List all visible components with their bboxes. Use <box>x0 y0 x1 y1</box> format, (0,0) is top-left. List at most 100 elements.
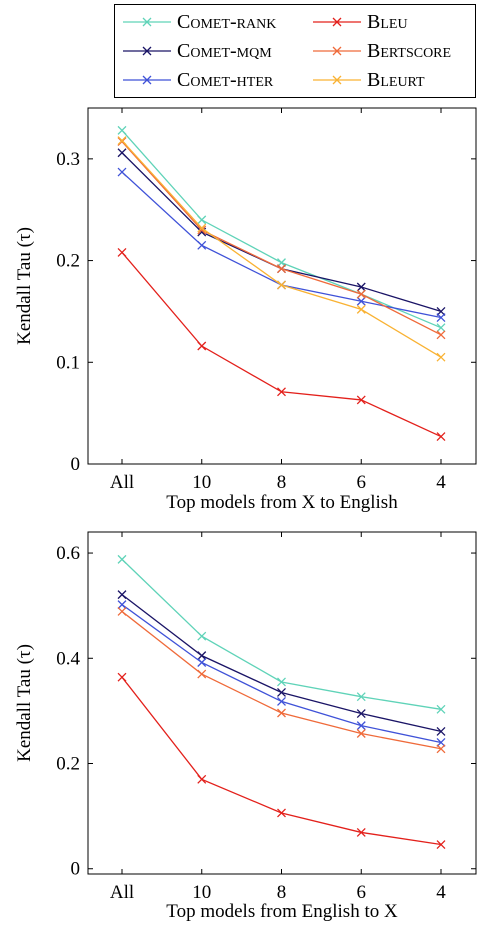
x-tick-label: 8 <box>277 882 287 903</box>
data-point <box>277 264 286 274</box>
legend-label: Comet-mqm <box>177 39 272 62</box>
chart-panel-2: 0 0.2 0.4 0.6 All 10 8 6 4 Top models from Englis… <box>14 531 477 922</box>
x-tick-label: 6 <box>357 882 367 903</box>
data-point <box>197 223 207 233</box>
data-point <box>436 840 446 849</box>
series-line <box>121 252 442 438</box>
data-point <box>356 721 366 731</box>
chart-panel-1: 0 0.1 0.2 0.3 All 10 8 6 4 Top models from X to E… <box>14 107 477 513</box>
series-comet-rank <box>117 125 446 333</box>
data-point <box>277 280 286 290</box>
series-line <box>121 129 442 329</box>
data-point <box>197 631 207 641</box>
data-point <box>436 432 446 441</box>
series-line <box>121 152 442 313</box>
legend-swatch <box>313 75 361 85</box>
data-point <box>356 282 366 292</box>
data-point <box>277 677 286 687</box>
data-point <box>436 738 446 747</box>
legend-label: Comet-hter <box>177 68 274 91</box>
y-axis-label: Kendall Tau (τ) <box>14 644 35 762</box>
data-point <box>277 696 286 706</box>
data-point <box>356 304 366 314</box>
data-point <box>356 709 366 718</box>
data-point <box>436 726 446 736</box>
data-point <box>436 313 446 322</box>
data-point <box>197 658 207 667</box>
series-comet-mqm <box>117 590 446 736</box>
data-point <box>197 215 207 225</box>
legend-swatch <box>313 46 361 56</box>
chart-legend: Comet-rank Comet-mqm Comet-hter Bleu Ber… <box>114 4 476 98</box>
legend-item-comet-mqm: Comet-mqm <box>123 39 272 63</box>
x-tick-label: 8 <box>277 472 287 493</box>
legend-swatch <box>313 17 361 27</box>
legend-label: Comet-rank <box>177 10 277 33</box>
series-line <box>121 594 442 733</box>
series-line <box>121 604 442 744</box>
data-point <box>277 808 286 818</box>
series-comet-mqm <box>117 148 446 316</box>
legend-item-comet-rank: Comet-rank <box>123 10 276 34</box>
legend-item-comet-hter: Comet-hter <box>123 68 273 92</box>
x-axis-label: Top models from English to X <box>166 901 398 922</box>
legend-item-bleu: Bleu <box>313 10 408 34</box>
data-point <box>197 341 207 351</box>
data-point <box>197 651 207 661</box>
data-point <box>277 708 286 718</box>
data-point <box>117 554 127 564</box>
series-bertscore <box>117 137 446 340</box>
x-tick-label: 10 <box>192 882 211 903</box>
y-tick-label: 0.2 <box>56 754 80 775</box>
series-line <box>121 140 442 358</box>
legend-swatch <box>123 17 171 27</box>
data-point <box>117 606 127 616</box>
data-point <box>436 323 446 333</box>
y-tick-label: 0 <box>71 859 81 880</box>
series-line <box>121 141 442 336</box>
data-point <box>356 296 366 306</box>
series-comet-hter <box>117 600 446 747</box>
legend-swatch <box>123 46 171 56</box>
data-point <box>197 225 207 235</box>
legend-label: Bertscore <box>367 39 452 62</box>
data-point <box>277 387 286 397</box>
data-point <box>117 136 127 146</box>
y-tick-label: 0.2 <box>56 251 80 272</box>
data-point <box>356 692 366 702</box>
data-point <box>356 729 366 738</box>
legend-item-bertscore: Bertscore <box>313 39 451 63</box>
x-tick-label: 4 <box>436 472 446 493</box>
data-point <box>117 125 127 135</box>
data-point <box>197 240 207 250</box>
y-tick-label: 0 <box>71 454 81 475</box>
data-point <box>356 827 366 837</box>
data-point <box>117 600 127 610</box>
legend-swatch <box>123 75 171 85</box>
data-point <box>356 289 366 299</box>
series-line <box>121 558 442 710</box>
data-point <box>356 395 366 405</box>
x-tick-label: 6 <box>357 472 367 493</box>
data-point <box>436 352 446 362</box>
data-point <box>277 688 286 697</box>
data-point <box>436 744 446 754</box>
data-point <box>436 330 446 340</box>
data-point <box>117 590 127 600</box>
data-point <box>117 672 127 682</box>
x-axis-label: Top models from X to English <box>166 492 398 513</box>
data-point <box>117 148 127 158</box>
series-bertscore <box>117 606 446 754</box>
y-tick-label: 0.3 <box>56 149 80 170</box>
y-tick-label: 0.4 <box>56 648 80 669</box>
legend-label: Bleu <box>367 10 408 33</box>
legend-item-bleurt: Bleurt <box>313 68 425 92</box>
data-point <box>117 247 127 257</box>
series-bleu <box>117 247 446 441</box>
x-tick-label: All <box>110 472 134 493</box>
series-bleu <box>117 672 446 849</box>
data-point <box>197 669 207 679</box>
x-tick-label: All <box>110 882 134 903</box>
data-point <box>436 704 446 714</box>
